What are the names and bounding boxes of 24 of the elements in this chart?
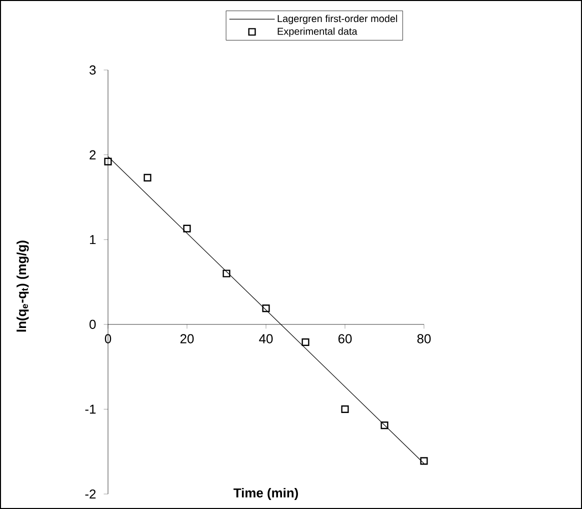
y-tick-label: 3 [90, 65, 96, 75]
x-tick-label: 60 [338, 334, 352, 344]
point [302, 338, 310, 346]
x-tick-label: 20 [180, 334, 194, 344]
point [222, 270, 230, 278]
x-tick-label: 0 [104, 334, 112, 344]
point [341, 405, 349, 413]
y-tick-label: 1 [90, 235, 96, 244]
x-tick-label: 40 [259, 334, 273, 344]
y-axis-title: ln(q$_{e}$-q$_{t}$) (mg/g) [16, 240, 29, 332]
point [144, 174, 152, 182]
x-tick-label: 80 [417, 334, 431, 344]
y-tick-label: -2 [85, 489, 96, 499]
point [420, 457, 428, 465]
legend-label: Experimental data [278, 28, 358, 37]
y-tick-label: 0 [90, 320, 96, 329]
y-tick-label: 2 [90, 150, 96, 160]
legend-label: Lagergren first-order model [278, 14, 398, 24]
point [380, 422, 388, 430]
point [262, 304, 270, 312]
point [183, 224, 191, 232]
x-axis-title: Time (min) [234, 488, 298, 500]
point [104, 158, 112, 166]
y-tick-label: -1 [85, 404, 96, 414]
